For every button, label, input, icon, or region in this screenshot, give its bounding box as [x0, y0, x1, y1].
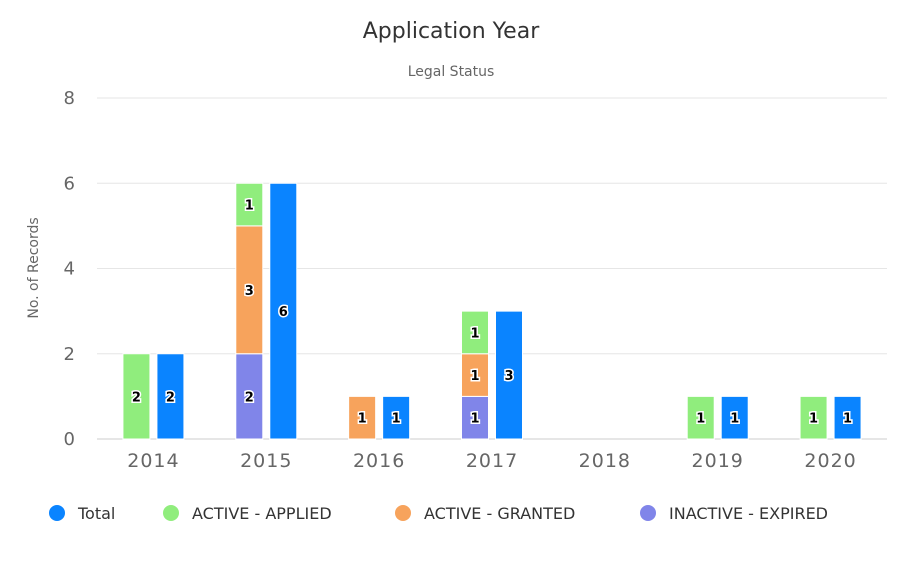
- data-label: 3: [504, 369, 513, 384]
- bar-active-granted[interactable]: [461, 353, 489, 397]
- x-tick-label: 2019: [692, 450, 744, 472]
- bar-inactive-expired[interactable]: [461, 395, 489, 440]
- x-tick-label: 2017: [466, 450, 518, 472]
- bar-total[interactable]: [269, 182, 298, 440]
- data-label: 2: [166, 390, 175, 405]
- data-label: 1: [730, 412, 739, 427]
- legend-marker: [395, 505, 411, 521]
- bar-total[interactable]: [720, 395, 749, 440]
- x-tick-label: 2014: [127, 450, 179, 472]
- bar-total[interactable]: [833, 395, 862, 440]
- legend-item[interactable]: Total: [49, 504, 115, 523]
- legend-label: INACTIVE - EXPIRED: [669, 504, 828, 523]
- y-tick-label: 4: [64, 259, 75, 280]
- y-tick-label: 8: [64, 88, 75, 109]
- data-label: 2: [245, 390, 254, 405]
- legend-item[interactable]: ACTIVE - GRANTED: [395, 504, 575, 523]
- y-tick-label: 6: [64, 173, 75, 194]
- legend-label: Total: [77, 504, 115, 523]
- y-tick-label: 2: [64, 344, 75, 365]
- y-axis-label: No. of Records: [26, 217, 42, 318]
- data-label: 1: [358, 412, 367, 427]
- data-label: 1: [696, 412, 705, 427]
- data-label: 1: [470, 326, 479, 341]
- bar-total[interactable]: [382, 395, 411, 440]
- bar-total[interactable]: [495, 310, 523, 440]
- bar-active-applied[interactable]: [686, 395, 715, 440]
- bar-active-applied[interactable]: [799, 395, 828, 440]
- bar-active-applied[interactable]: [461, 310, 489, 355]
- legend[interactable]: Total ACTIVE - APPLIED ACTIVE - GRANTED INA…: [49, 504, 828, 523]
- legend-label: ACTIVE - GRANTED: [424, 504, 575, 523]
- chart-title: Application Year: [363, 19, 540, 44]
- legend-item[interactable]: ACTIVE - APPLIED: [163, 504, 332, 523]
- bar-active-applied[interactable]: [122, 353, 151, 440]
- bar-active-applied[interactable]: [235, 182, 264, 227]
- x-tick-label: 2015: [240, 450, 292, 472]
- legend-marker: [163, 505, 179, 521]
- y-tick-label: 0: [64, 429, 75, 450]
- data-label: 1: [470, 369, 479, 384]
- data-label: 2: [132, 390, 141, 405]
- data-label: 1: [470, 412, 479, 427]
- bar-total[interactable]: [156, 353, 185, 440]
- bars: [122, 182, 862, 440]
- bar-active-granted[interactable]: [348, 395, 377, 440]
- data-label: 3: [245, 284, 254, 299]
- data-label: 1: [245, 199, 254, 214]
- x-tick-label: 2020: [804, 450, 856, 472]
- gridlines: [97, 97, 887, 440]
- y-axis-ticks: 0 2 4 6 8: [64, 88, 75, 450]
- x-tick-label: 2018: [579, 450, 631, 472]
- legend-label: ACTIVE - APPLIED: [192, 504, 332, 523]
- legend-item[interactable]: INACTIVE - EXPIRED: [640, 504, 828, 523]
- x-tick-label: 2016: [353, 450, 405, 472]
- legend-marker: [640, 505, 656, 521]
- data-label: 1: [843, 412, 852, 427]
- data-label: 1: [392, 412, 401, 427]
- data-label: 6: [279, 305, 288, 320]
- chart-subtitle: Legal Status: [408, 64, 495, 80]
- x-axis-ticks: 2014 2015 2016 2017 2018 2019 2020: [127, 450, 856, 472]
- data-label: 1: [809, 412, 818, 427]
- legend-marker: [49, 505, 65, 521]
